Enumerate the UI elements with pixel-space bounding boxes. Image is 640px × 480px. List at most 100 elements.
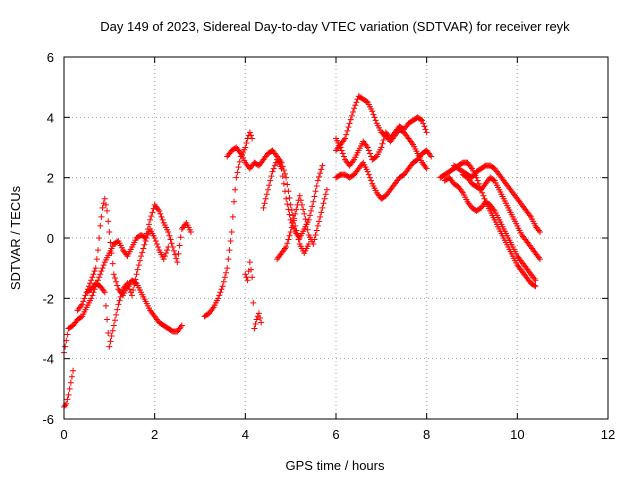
data-point (107, 338, 114, 345)
data-point (537, 256, 543, 263)
data-point (156, 207, 163, 214)
data-point (288, 207, 295, 214)
data-point (370, 111, 377, 118)
data-point (95, 247, 101, 254)
series-arc2 (61, 201, 194, 356)
data-point (221, 274, 228, 281)
data-point (87, 280, 94, 287)
data-point (90, 271, 97, 278)
data-point (174, 259, 181, 266)
data-point (176, 242, 183, 249)
data-point (99, 265, 106, 272)
data-point (125, 283, 132, 290)
data-point (68, 373, 75, 380)
y-tick-label: 6 (47, 50, 54, 65)
data-point (283, 244, 290, 251)
data-point (149, 209, 156, 216)
data-point (346, 120, 353, 127)
data-point (317, 213, 324, 220)
data-point (243, 274, 250, 281)
data-point (250, 299, 257, 306)
series-arc9 (274, 186, 330, 263)
data-point (112, 274, 118, 281)
data-point (108, 250, 115, 257)
data-point (368, 177, 375, 184)
data-point (348, 112, 355, 119)
data-point (78, 314, 84, 321)
data-point (268, 173, 275, 180)
data-point (317, 170, 324, 177)
data-point (217, 289, 224, 296)
data-point (422, 126, 429, 133)
data-point (302, 216, 309, 223)
data-point (166, 232, 173, 239)
data-point (163, 250, 169, 257)
data-point (270, 165, 277, 172)
data-point (248, 132, 254, 139)
data-point (140, 245, 147, 252)
data-point (304, 226, 311, 233)
data-point (284, 201, 291, 208)
data-point (267, 177, 274, 184)
data-point (303, 221, 310, 228)
data-point (152, 238, 159, 245)
data-point (278, 165, 285, 172)
data-point (313, 227, 320, 234)
data-point (168, 240, 175, 247)
data-point (243, 139, 250, 146)
data-point (113, 278, 120, 285)
data-point (90, 289, 97, 296)
data-point (420, 120, 427, 127)
data-point (343, 131, 350, 138)
y-tick-labels: -6 -4 -2 0 2 4 6 (42, 50, 54, 427)
data-point (160, 256, 167, 263)
axis-ticks (63, 56, 609, 420)
data-point (244, 277, 251, 284)
data-point (367, 150, 373, 157)
data-point (296, 192, 303, 199)
series-arc12 (333, 147, 435, 202)
series-arc5 (201, 129, 256, 320)
data-point (62, 402, 69, 409)
data-point (177, 234, 184, 241)
data-point (345, 124, 352, 131)
data-point (143, 235, 150, 241)
data-point (531, 282, 538, 289)
x-axis-label: GPS time / hours (286, 458, 385, 473)
data-point (167, 236, 174, 243)
data-point (257, 314, 264, 321)
data-point (309, 203, 316, 210)
data-point (532, 283, 539, 290)
series-arc16 (459, 171, 543, 263)
data-point (231, 198, 237, 205)
data-point (379, 140, 386, 147)
data-point (323, 186, 330, 193)
data-point (141, 241, 148, 248)
data-point (89, 274, 96, 281)
data-point (418, 116, 424, 123)
data-point (229, 213, 236, 220)
data-point (153, 241, 160, 248)
x-tick-labels: 0 2 4 6 8 10 12 (60, 427, 615, 442)
data-point (305, 216, 312, 223)
data-point (261, 200, 268, 207)
data-point (365, 171, 372, 178)
data-point (106, 343, 113, 350)
data-point (114, 306, 121, 313)
data-point (215, 295, 222, 302)
data-point (320, 200, 327, 207)
data-point (287, 216, 294, 223)
data-point (107, 239, 114, 246)
data-point (142, 238, 149, 245)
data-point (159, 216, 166, 223)
data-point (234, 169, 241, 176)
data-point (285, 236, 292, 243)
data-point (344, 127, 351, 134)
data-point (161, 253, 168, 260)
data-point (308, 207, 315, 214)
data-point (316, 218, 322, 225)
chart-title: Day 149 of 2023, Sidereal Day-to-day VTE… (100, 19, 570, 34)
data-point (423, 129, 430, 136)
data-point (136, 257, 143, 264)
data-point (236, 158, 243, 165)
